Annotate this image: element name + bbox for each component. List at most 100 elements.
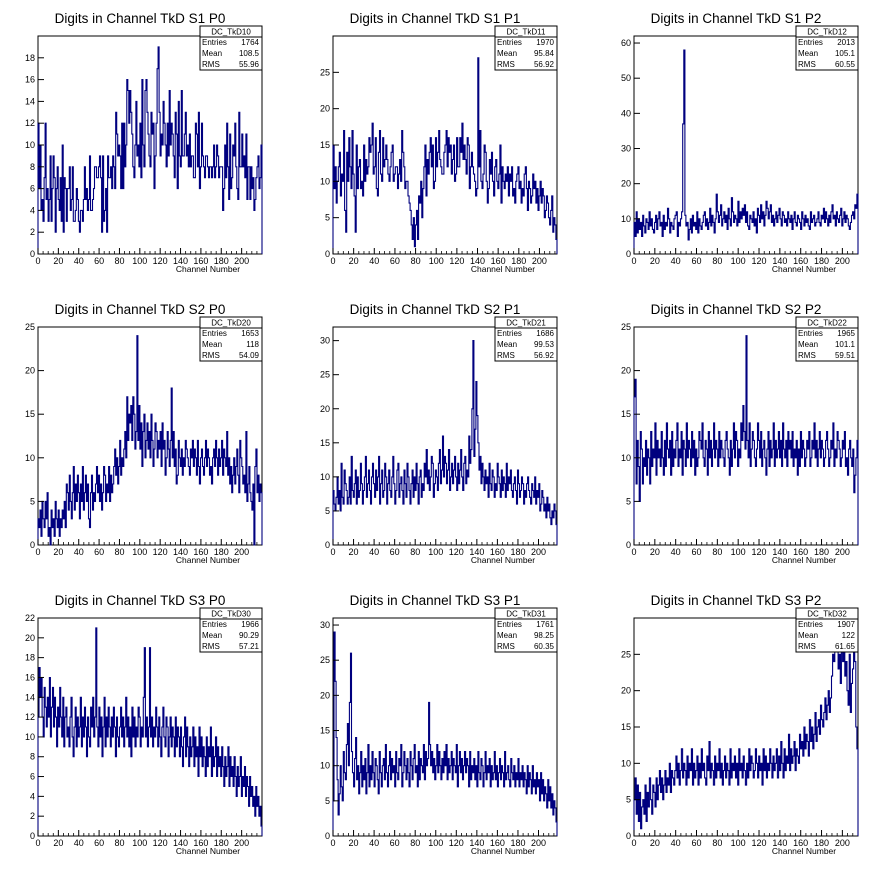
x-tick-label: 80 xyxy=(712,256,722,266)
x-tick-label: 20 xyxy=(650,547,660,557)
y-tick-label: 20 xyxy=(320,104,330,114)
stats-label: Entries xyxy=(497,620,522,629)
x-tick-label: 180 xyxy=(214,547,229,557)
stats-value: 1653 xyxy=(241,329,259,338)
y-tick-label: 10 xyxy=(320,472,330,482)
stats-value: 118 xyxy=(246,340,259,349)
stats-label: Entries xyxy=(798,620,823,629)
x-tick-label: 100 xyxy=(731,838,746,848)
stats-name: DC_TkD22 xyxy=(807,319,847,328)
stats-label: Mean xyxy=(798,631,818,640)
x-tick-label: 120 xyxy=(449,838,464,848)
y-tick-label: 0 xyxy=(626,831,631,841)
panel-title: Digits in Channel TkD S1 P2 xyxy=(651,11,822,26)
y-tick-label: 20 xyxy=(320,690,330,700)
x-tick-label: 100 xyxy=(731,256,746,266)
x-tick-label: 80 xyxy=(712,838,722,848)
y-tick-label: 25 xyxy=(621,322,631,332)
stats-box-frame xyxy=(199,25,263,71)
stats-value: 1764 xyxy=(241,38,259,47)
x-tick-label: 80 xyxy=(712,547,722,557)
x-tick-label: 120 xyxy=(153,547,168,557)
stats-label: Mean xyxy=(202,631,222,640)
y-tick-label: 15 xyxy=(320,140,330,150)
histogram-series xyxy=(633,335,859,545)
panel-title: Digits in Channel TkD S2 P1 xyxy=(350,302,521,317)
y-tick-label: 2 xyxy=(30,811,35,821)
stats-label: Mean xyxy=(202,49,222,58)
y-tick-label: 25 xyxy=(320,655,330,665)
stats-label: RMS xyxy=(798,60,816,69)
stats-label: Mean xyxy=(497,49,517,58)
x-tick-label: 100 xyxy=(132,256,147,266)
y-tick-label: 40 xyxy=(621,108,631,118)
y-tick-label: 6 xyxy=(30,184,35,194)
stats-value: 60.35 xyxy=(534,642,555,651)
stats-value: 122 xyxy=(842,631,856,640)
x-axis-label: Channel Number xyxy=(176,555,240,565)
x-tick-label: 20 xyxy=(349,256,359,266)
x-tick-label: 140 xyxy=(173,547,188,557)
x-tick-label: 0 xyxy=(330,256,335,266)
x-tick-label: 80 xyxy=(114,547,124,557)
x-tick-label: 180 xyxy=(814,547,829,557)
x-tick-label: 40 xyxy=(671,256,681,266)
x-tick-label: 100 xyxy=(731,547,746,557)
x-tick-label: 0 xyxy=(35,547,40,557)
x-tick-label: 20 xyxy=(53,838,63,848)
stats-label: Mean xyxy=(202,340,222,349)
y-tick-label: 15 xyxy=(320,726,330,736)
x-tick-label: 20 xyxy=(349,838,359,848)
x-tick-label: 160 xyxy=(491,256,506,266)
stats-value: 1965 xyxy=(837,329,855,338)
x-tick-label: 200 xyxy=(531,547,546,557)
x-tick-label: 40 xyxy=(74,256,84,266)
stats-label: RMS xyxy=(497,642,515,651)
x-tick-label: 100 xyxy=(132,547,147,557)
panel-title: Digits in Channel TkD S1 P0 xyxy=(55,11,226,26)
panel-title: Digits in Channel TkD S1 P1 xyxy=(350,11,521,26)
panel-title: Digits in Channel TkD S3 P0 xyxy=(55,593,226,608)
stats-value: 1907 xyxy=(837,620,855,629)
y-tick-label: 22 xyxy=(25,613,35,623)
x-tick-label: 40 xyxy=(369,547,379,557)
x-tick-label: 40 xyxy=(369,838,379,848)
x-tick-label: 160 xyxy=(490,838,505,848)
x-tick-label: 100 xyxy=(132,838,147,848)
x-tick-label: 160 xyxy=(793,547,808,557)
x-tick-label: 0 xyxy=(330,547,335,557)
x-tick-label: 140 xyxy=(772,256,787,266)
x-tick-label: 60 xyxy=(692,838,702,848)
x-tick-label: 160 xyxy=(193,838,208,848)
stats-label: Entries xyxy=(497,38,522,47)
stats-value: 90.29 xyxy=(239,631,260,640)
histogram-series xyxy=(332,631,558,836)
stats-name: DC_TkD11 xyxy=(507,28,547,37)
stats-value: 57.21 xyxy=(239,642,260,651)
histogram-series xyxy=(332,340,558,545)
y-tick-label: 0 xyxy=(626,249,631,259)
histogram-panel-4: Digits in Channel TkD S2 P00 20 40 60 80 100 1… xyxy=(25,302,263,565)
x-axis-label: Channel Number xyxy=(471,846,535,856)
y-tick-label: 10 xyxy=(25,453,35,463)
y-tick-label: 18 xyxy=(25,53,35,63)
x-tick-label: 120 xyxy=(449,547,464,557)
y-tick-label: 15 xyxy=(621,409,631,419)
x-axis-label: Channel Number xyxy=(772,555,836,565)
x-tick-label: 0 xyxy=(631,838,636,848)
stats-value: 105.1 xyxy=(835,49,856,58)
stats-value: 95.84 xyxy=(534,49,555,58)
stats-label: RMS xyxy=(497,60,515,69)
x-tick-label: 40 xyxy=(369,256,379,266)
y-tick-label: 20 xyxy=(621,686,631,696)
y-tick-label: 16 xyxy=(25,672,35,682)
histogram-panel-3: Digits in Channel TkD S1 P20 20 40 60 80 100 1… xyxy=(621,11,859,274)
y-tick-label: 12 xyxy=(25,118,35,128)
y-tick-label: 20 xyxy=(621,366,631,376)
y-tick-label: 30 xyxy=(320,620,330,630)
